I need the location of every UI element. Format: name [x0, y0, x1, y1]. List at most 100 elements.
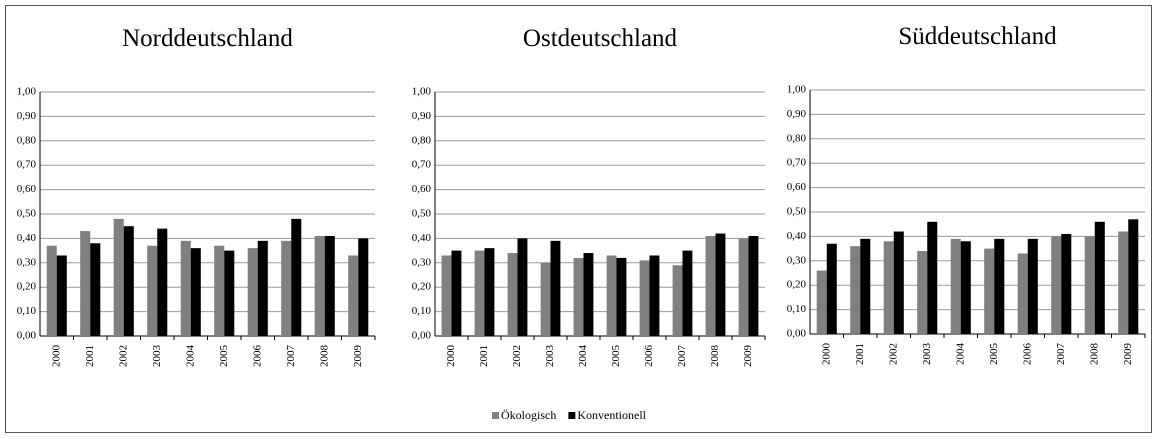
y-tick-label: 0,90	[412, 110, 432, 122]
bar	[1094, 221, 1105, 334]
bar	[573, 257, 584, 336]
y-tick-label: 0,70	[17, 159, 37, 171]
bar	[247, 248, 258, 336]
y-tick-label: 0,90	[787, 108, 807, 120]
y-tick-label: 0,10	[17, 305, 37, 317]
y-tick-label: 0,20	[17, 281, 37, 293]
y-tick-label: 0,50	[17, 208, 37, 220]
y-tick-label: 0,10	[412, 305, 432, 317]
bar	[583, 253, 594, 336]
bar	[147, 245, 158, 336]
x-tick-label: 2002	[117, 345, 129, 367]
bar	[507, 253, 518, 336]
bar	[190, 248, 201, 336]
y-tick-label: 0,60	[787, 181, 807, 193]
frame	[5, 5, 1152, 433]
y-tick-label: 0,70	[412, 159, 432, 171]
y-tick-label: 0,00	[787, 328, 807, 340]
bar	[1017, 253, 1028, 334]
x-tick-label: 2000	[820, 343, 832, 366]
x-tick-label: 2000	[445, 345, 457, 368]
bar	[56, 255, 67, 336]
bar	[672, 265, 683, 336]
bar	[883, 241, 894, 334]
y-tick-label: 0,30	[17, 256, 37, 268]
x-tick-label: 2002	[887, 343, 899, 365]
x-tick-label: 2007	[1055, 343, 1067, 366]
bar	[358, 238, 369, 336]
bar	[281, 240, 292, 336]
x-tick-label: 2004	[954, 343, 966, 366]
bar	[1051, 236, 1062, 334]
bar	[324, 235, 335, 336]
y-tick-label: 0,20	[787, 279, 807, 291]
y-tick-label: 0,50	[787, 206, 807, 218]
bar	[550, 240, 561, 336]
chart-title: Norddeutschland	[122, 25, 293, 52]
bar	[441, 255, 452, 336]
x-tick-label: 2001	[478, 345, 490, 367]
bar	[1128, 219, 1139, 334]
chart-title: Süddeutschland	[898, 23, 1057, 50]
bar	[950, 238, 961, 334]
bar	[826, 243, 837, 334]
x-tick-label: 2009	[742, 345, 754, 368]
bar	[157, 228, 168, 336]
bar	[1027, 238, 1038, 334]
bar	[1061, 233, 1072, 334]
bar	[960, 241, 971, 334]
bar	[893, 231, 904, 334]
y-tick-label: 0,00	[17, 330, 37, 342]
bar	[474, 250, 485, 336]
x-tick-label: 2003	[544, 345, 556, 368]
bar	[1118, 231, 1129, 334]
bar	[748, 235, 759, 336]
bar	[90, 243, 101, 336]
bar	[682, 250, 693, 336]
bar	[705, 235, 716, 336]
bar	[984, 248, 995, 334]
bar	[214, 245, 225, 336]
bar	[46, 245, 57, 336]
x-tick-label: 2004	[184, 345, 196, 368]
bar	[484, 248, 495, 336]
x-tick-label: 2007	[676, 345, 688, 368]
x-tick-label: 2005	[218, 345, 230, 368]
y-tick-label: 1,00	[17, 86, 37, 98]
legend-label: Ökologisch	[501, 408, 556, 422]
x-tick-label: 2006	[1021, 343, 1033, 366]
x-tick-label: 2008	[318, 345, 330, 368]
bar	[180, 240, 191, 336]
bar	[1084, 236, 1095, 334]
chart-title: Ostdeutschland	[523, 25, 678, 52]
y-tick-label: 0,00	[412, 330, 432, 342]
x-tick-label: 2001	[854, 343, 866, 365]
y-tick-label: 0,80	[787, 132, 807, 144]
y-tick-label: 0,80	[412, 134, 432, 146]
bar	[816, 270, 827, 334]
bar	[80, 231, 91, 336]
y-tick-label: 0,30	[412, 256, 432, 268]
y-tick-label: 1,00	[412, 86, 432, 98]
x-tick-label: 2008	[1088, 343, 1100, 366]
y-tick-label: 0,40	[17, 232, 37, 244]
y-tick-label: 1,00	[787, 84, 807, 96]
bar	[917, 251, 928, 334]
y-tick-label: 0,60	[412, 183, 432, 195]
y-tick-label: 0,90	[17, 110, 37, 122]
bar	[860, 238, 871, 334]
bar	[224, 250, 235, 336]
x-tick-label: 2005	[610, 345, 622, 368]
x-tick-label: 2008	[709, 345, 721, 368]
y-tick-label: 0,50	[412, 208, 432, 220]
bar	[639, 260, 650, 336]
x-tick-label: 2006	[251, 345, 263, 368]
y-tick-label: 0,40	[787, 230, 807, 242]
y-tick-label: 0,40	[412, 232, 432, 244]
x-tick-label: 2003	[921, 343, 933, 366]
x-tick-label: 2003	[151, 345, 163, 368]
bar	[616, 257, 627, 336]
x-tick-label: 2006	[643, 345, 655, 368]
bar	[113, 218, 124, 336]
